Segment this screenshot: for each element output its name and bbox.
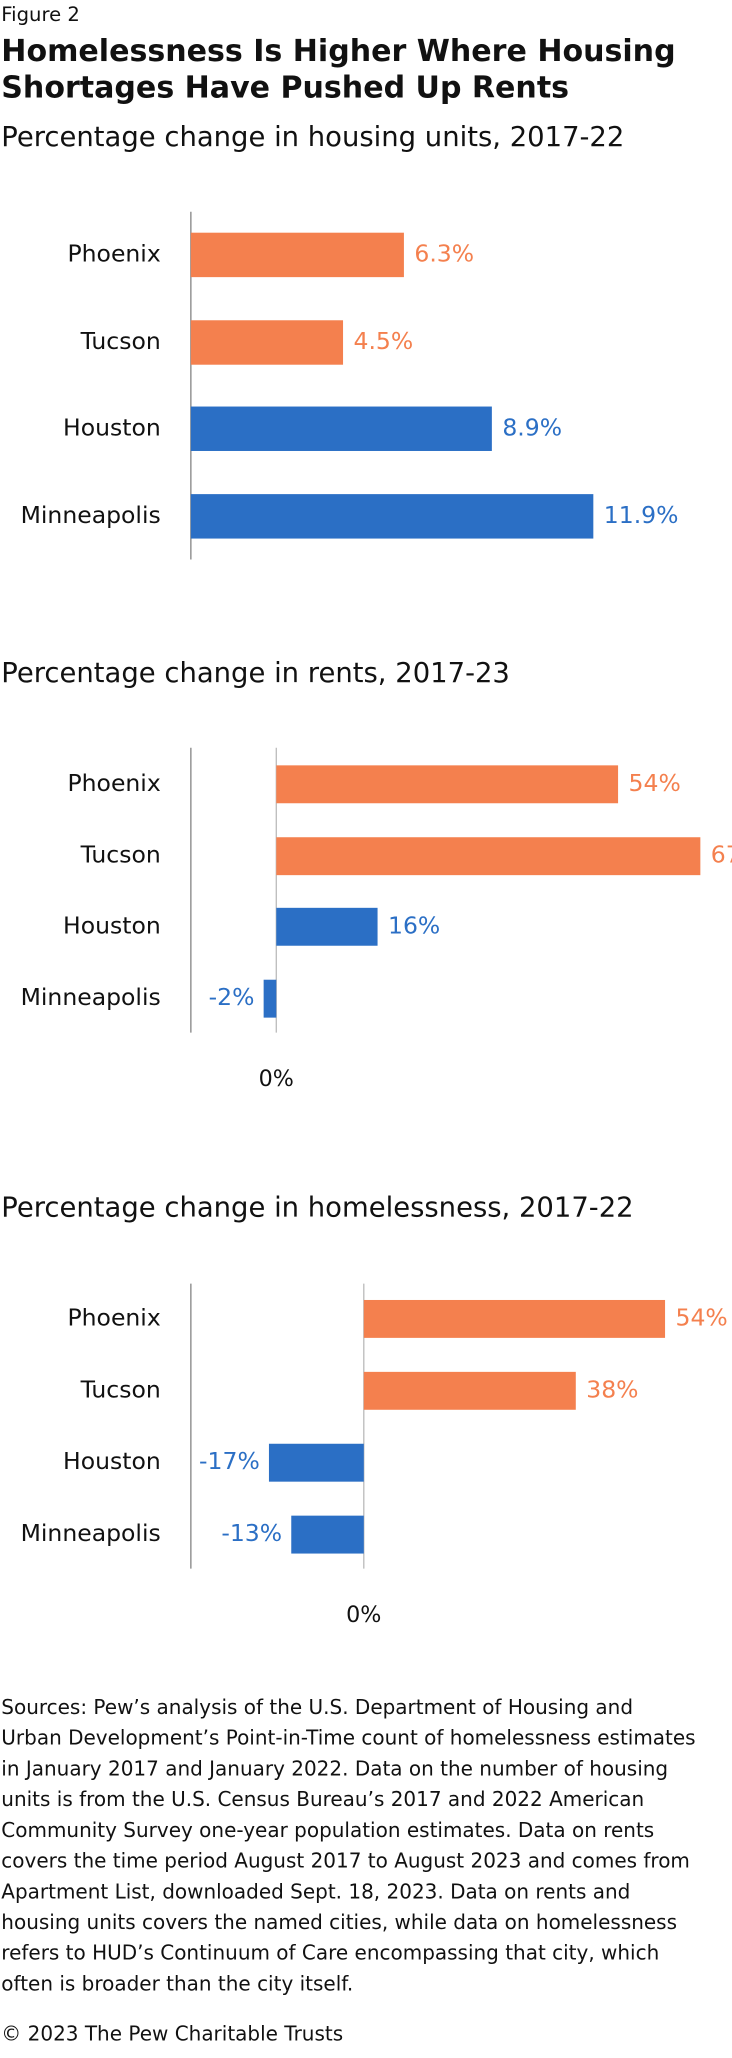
bar bbox=[363, 1371, 576, 1410]
category-label: Minneapolis bbox=[21, 983, 161, 1011]
category-label: Houston bbox=[63, 911, 161, 939]
value-label: 16% bbox=[388, 911, 440, 939]
figure-label: Figure 2 bbox=[1, 3, 80, 26]
category-label: Tucson bbox=[80, 1375, 161, 1403]
category-label: Houston bbox=[63, 1447, 161, 1475]
category-label: Phoenix bbox=[67, 769, 160, 797]
category-label: Minneapolis bbox=[21, 501, 161, 529]
chart-title: Percentage change in homelessness, 2017-… bbox=[1, 1193, 633, 1224]
source-note: Apartment List, downloaded Sept. 18, 202… bbox=[1, 1879, 630, 1903]
bar bbox=[291, 1515, 364, 1554]
source-note: covers the time period August 2017 to Au… bbox=[1, 1849, 690, 1873]
category-label: Phoenix bbox=[67, 1303, 160, 1331]
x-tick-label: 0% bbox=[259, 1066, 294, 1092]
title: Homelessness Is Higher Where Housing bbox=[1, 34, 675, 69]
bar bbox=[190, 406, 492, 451]
value-label: 38% bbox=[586, 1375, 638, 1403]
category-label: Minneapolis bbox=[21, 1519, 161, 1547]
category-label: Tucson bbox=[80, 841, 161, 869]
bar bbox=[276, 837, 701, 876]
bar bbox=[268, 1443, 364, 1482]
bar bbox=[363, 1299, 666, 1338]
value-label: 11.9% bbox=[604, 501, 679, 529]
bar bbox=[190, 320, 344, 365]
value-label: -2% bbox=[209, 983, 255, 1011]
source-note: refers to HUD’s Continuum of Care encomp… bbox=[1, 1941, 659, 1965]
source-note: Community Survey one-year population est… bbox=[1, 1818, 654, 1842]
bar bbox=[263, 979, 277, 1018]
value-label: 4.5% bbox=[354, 327, 414, 355]
source-note: units is from the U.S. Census Bureau’s 2… bbox=[1, 1787, 644, 1811]
x-tick-label: 0% bbox=[346, 1602, 381, 1628]
value-label: 8.9% bbox=[502, 413, 562, 441]
source-note: often is broader than the city itself. bbox=[1, 1971, 353, 1995]
bar bbox=[276, 907, 378, 946]
value-label: -13% bbox=[221, 1519, 282, 1547]
value-label: 6.3% bbox=[414, 239, 474, 267]
category-label: Tucson bbox=[80, 327, 161, 355]
source-note: Sources: Pew’s analysis of the U.S. Depa… bbox=[1, 1695, 633, 1719]
value-label: 54% bbox=[676, 1303, 728, 1331]
bar bbox=[190, 494, 594, 539]
value-label: 67% bbox=[711, 841, 732, 869]
chart-title: Percentage change in housing units, 2017… bbox=[1, 122, 624, 153]
bar bbox=[276, 765, 619, 804]
title: Shortages Have Pushed Up Rents bbox=[1, 70, 569, 105]
source-note: Urban Development’s Point-in-Time count … bbox=[1, 1726, 695, 1750]
category-label: Houston bbox=[63, 413, 161, 441]
copyright: © 2023 The Pew Charitable Trusts bbox=[1, 2022, 343, 2046]
source-note: housing units covers the named cities, w… bbox=[1, 1910, 677, 1934]
value-label: 54% bbox=[629, 769, 681, 797]
source-note: in January 2017 and January 2022. Data o… bbox=[1, 1756, 668, 1780]
chart-title: Percentage change in rents, 2017-23 bbox=[1, 658, 510, 689]
value-label: -17% bbox=[199, 1447, 260, 1475]
category-label: Phoenix bbox=[67, 239, 160, 267]
bar bbox=[190, 232, 404, 278]
